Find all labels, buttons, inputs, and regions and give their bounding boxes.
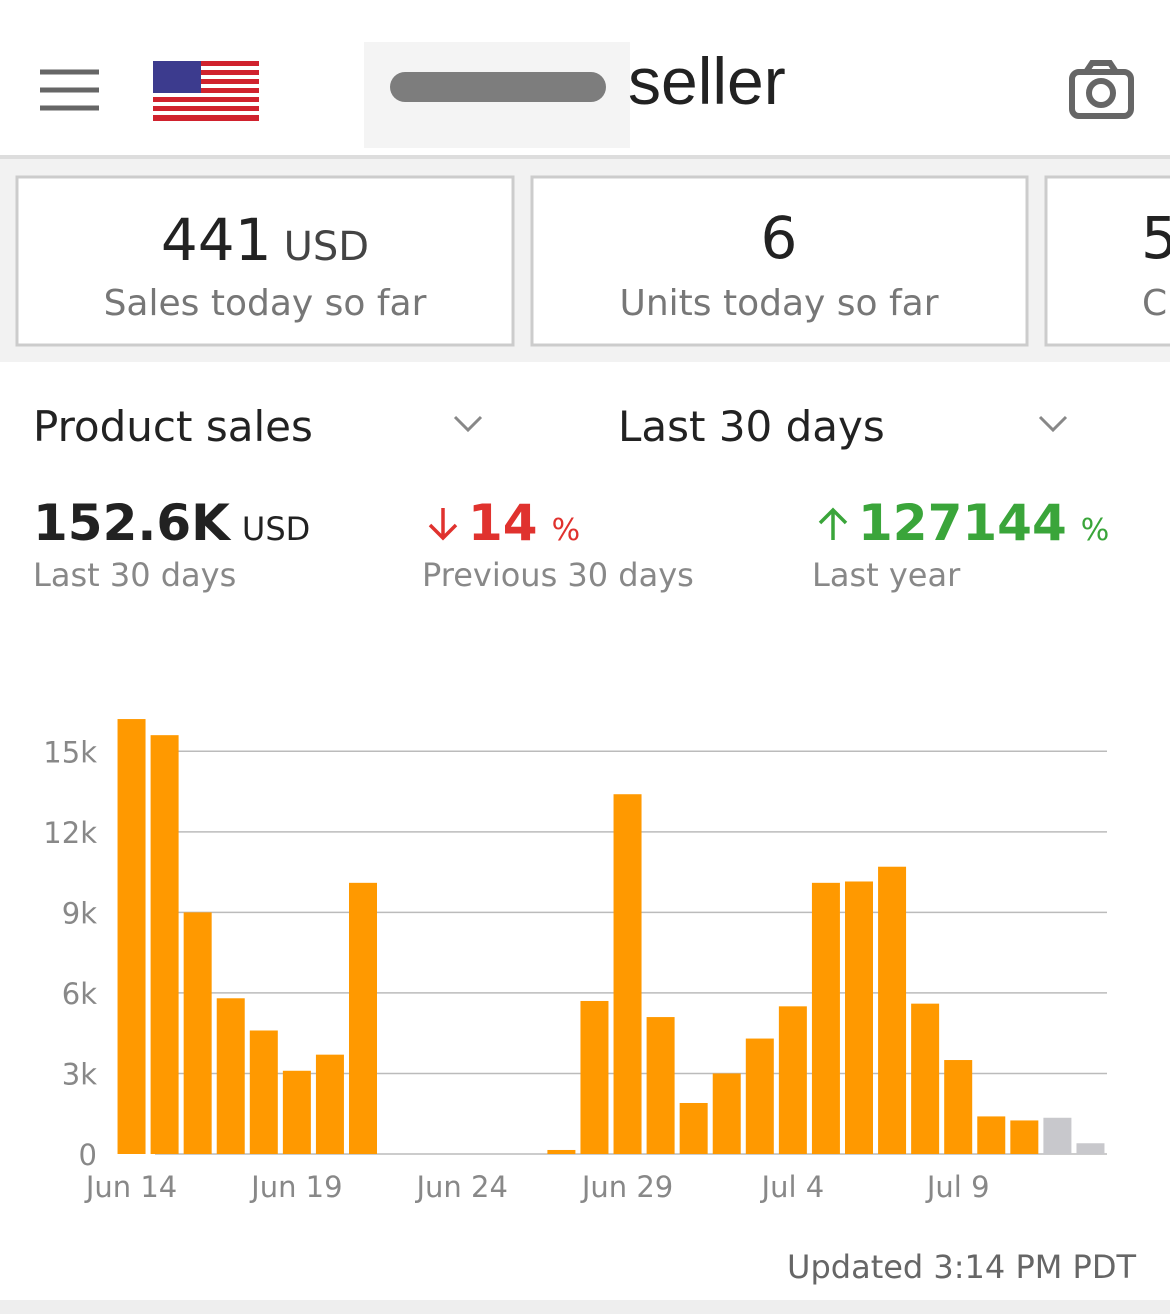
x-tick-label: Jul 9 bbox=[925, 1170, 990, 1204]
bar bbox=[216, 998, 245, 1154]
summary-label: Last year bbox=[812, 556, 961, 594]
bar bbox=[944, 1060, 973, 1154]
bottom-strip bbox=[0, 1300, 1170, 1314]
card-label: C bbox=[1142, 283, 1167, 324]
x-tick-label: Jun 19 bbox=[249, 1170, 342, 1204]
camera-icon[interactable] bbox=[1069, 60, 1134, 119]
summary-value: 127144 bbox=[858, 494, 1067, 552]
y-tick-label: 9k bbox=[62, 896, 97, 930]
summary-value-line: 127144% bbox=[858, 494, 1109, 552]
summary-value: 14 bbox=[468, 494, 538, 552]
x-tick-label: Jun 24 bbox=[414, 1170, 507, 1204]
brand: seller bbox=[628, 44, 786, 118]
card-value: 441 bbox=[161, 206, 272, 274]
card-value-line: 441 USD bbox=[161, 206, 369, 274]
menu-icon[interactable] bbox=[40, 69, 99, 111]
card-unit: USD bbox=[284, 224, 369, 270]
bar bbox=[613, 794, 642, 1154]
bar bbox=[547, 1149, 576, 1154]
bar bbox=[878, 866, 907, 1154]
card[interactable]: 441 USD Sales today so far bbox=[15, 175, 515, 347]
summary-unit: % bbox=[1081, 513, 1110, 548]
updated-note: Updated 3:14 PM PDT bbox=[787, 1248, 1136, 1286]
bar bbox=[1043, 1117, 1072, 1154]
y-tick-label: 15k bbox=[43, 735, 97, 769]
x-tick-label: Jun 14 bbox=[84, 1170, 177, 1204]
metric-dropdown[interactable]: Product sales bbox=[33, 402, 483, 451]
summary-unit: USD bbox=[242, 510, 310, 548]
card[interactable]: 6 Units today so far bbox=[530, 175, 1029, 347]
period-dropdown[interactable]: Last 30 days bbox=[618, 402, 1068, 451]
bar bbox=[911, 1003, 940, 1154]
summary-value: 152.6K bbox=[33, 494, 232, 552]
summary-value-line: 152.6K USD bbox=[33, 494, 310, 552]
bar bbox=[845, 881, 873, 1154]
summary-change: 127144% Last year bbox=[812, 494, 1109, 594]
bar bbox=[679, 1102, 708, 1154]
y-tick-label: 3k bbox=[62, 1057, 97, 1091]
bar bbox=[712, 1073, 741, 1154]
bar bbox=[117, 719, 146, 1154]
bar bbox=[646, 1017, 675, 1154]
summary-value-line: 14% bbox=[468, 494, 580, 552]
bar bbox=[1010, 1120, 1039, 1154]
flag-icon[interactable] bbox=[153, 61, 259, 122]
bar bbox=[1076, 1143, 1105, 1154]
y-tick-label: 0 bbox=[79, 1138, 97, 1172]
y-tick-label: 6k bbox=[62, 977, 97, 1011]
bar bbox=[150, 735, 179, 1154]
dropdown-label: Product sales bbox=[33, 402, 313, 451]
bar bbox=[349, 882, 377, 1154]
bar bbox=[282, 1070, 311, 1154]
card-label: Sales today so far bbox=[104, 283, 427, 324]
bar bbox=[811, 882, 840, 1154]
header-border bbox=[0, 155, 1170, 159]
bar bbox=[977, 1116, 1006, 1154]
card-value: 5 bbox=[1141, 204, 1170, 272]
arrow-icon bbox=[428, 508, 458, 541]
x-tick-label: Jun 29 bbox=[580, 1170, 673, 1204]
y-tick-label: 12k bbox=[43, 816, 97, 850]
blurred-logo-text bbox=[390, 72, 606, 102]
arrow-icon bbox=[818, 507, 848, 540]
x-tick-label: Jul 4 bbox=[760, 1170, 825, 1204]
bar bbox=[778, 1006, 807, 1154]
bar bbox=[183, 912, 212, 1154]
bar bbox=[315, 1054, 344, 1154]
card-value: 6 bbox=[761, 204, 798, 272]
summary-label: Last 30 days bbox=[33, 556, 236, 594]
bar bbox=[580, 1000, 609, 1154]
summary-unit: % bbox=[552, 513, 581, 548]
bar bbox=[249, 1030, 278, 1154]
card-label: Units today so far bbox=[619, 283, 938, 324]
card[interactable]: 5 C bbox=[1044, 175, 1170, 347]
chart: 0 3k 6k 9k 12k 15k Jun 14 Jun 19 Jun 24 Jun 29 Jul… bbox=[43, 719, 1107, 1204]
bar bbox=[745, 1038, 774, 1154]
summary-label: Previous 30 days bbox=[422, 556, 694, 594]
summary-change: 14% Previous 30 days bbox=[422, 494, 694, 594]
dropdown-label: Last 30 days bbox=[618, 402, 885, 451]
